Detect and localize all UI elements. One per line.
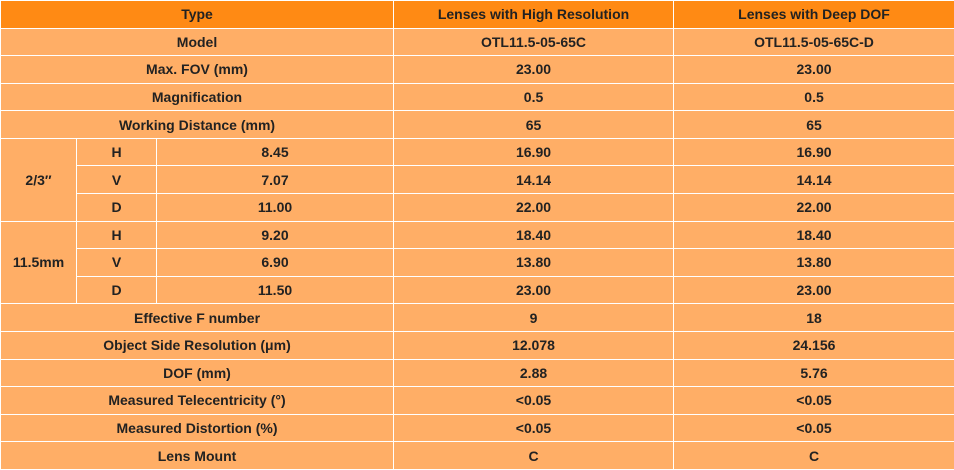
cell-value: 65 bbox=[673, 110, 954, 139]
header-cell: Type bbox=[0, 0, 395, 29]
cell-value: OTL11.5-05-65C bbox=[393, 27, 675, 57]
table-row: Type Lenses with High Resolution Lenses wi… bbox=[0, 0, 954, 29]
table-row: Model OTL11.5-05-65C OTL11.5-05-65C-D bbox=[0, 27, 954, 57]
table-row: Working Distance (mm) 65 65 bbox=[0, 110, 954, 139]
cell-value: 2.88 bbox=[393, 358, 675, 388]
cell-value: 18 bbox=[673, 303, 954, 332]
cell-value: 0.5 bbox=[393, 82, 675, 112]
row-label: Max. FOV (mm) bbox=[0, 55, 395, 84]
table-row: Measured Telecentricity (°) <0.05 <0.05 bbox=[0, 386, 954, 415]
cell-value: OTL11.5-05-65C-D bbox=[673, 27, 954, 57]
row-label: Object Side Resolution (μm) bbox=[0, 330, 395, 360]
cell-value: C bbox=[393, 441, 675, 470]
table-row: D 11.00 22.00 22.00 bbox=[1, 193, 954, 222]
cell-value: 18.40 bbox=[393, 220, 675, 250]
cell-value: 16.90 bbox=[673, 137, 954, 167]
cell-value: 16.90 bbox=[393, 137, 675, 167]
sensor-length: 8.45 bbox=[155, 137, 395, 167]
sensor-length: 6.90 bbox=[155, 248, 395, 277]
cell-value: 22.00 bbox=[393, 193, 675, 222]
row-label: Magnification bbox=[0, 82, 395, 112]
cell-value: 12.078 bbox=[393, 330, 675, 360]
table-row: V 6.90 13.80 13.80 bbox=[1, 248, 954, 277]
table-row: V 7.07 14.14 14.14 bbox=[1, 165, 954, 195]
table-row: 11.5mm H 9.20 18.40 18.40 bbox=[0, 220, 954, 305]
cell-value: 0.5 bbox=[673, 82, 954, 112]
cell-value: <0.05 bbox=[393, 413, 675, 443]
cell-value: 13.80 bbox=[673, 248, 954, 277]
axis-label: H bbox=[76, 137, 157, 167]
sensor-length: 11.50 bbox=[155, 275, 395, 305]
row-label: DOF (mm) bbox=[0, 358, 395, 388]
table-row: Measured Distortion (%) <0.05 <0.05 bbox=[0, 413, 954, 443]
table-row: DOF (mm) 2.88 5.76 bbox=[0, 358, 954, 388]
table-row: D 11.50 23.00 23.00 bbox=[1, 275, 954, 305]
cell-value: <0.05 bbox=[673, 413, 954, 443]
sensor-length: 9.20 bbox=[155, 220, 395, 250]
axis-label: V bbox=[76, 165, 157, 195]
cell-value: 23.00 bbox=[673, 275, 954, 305]
cell-value: 23.00 bbox=[393, 55, 675, 84]
row-label: Working Distance (mm) bbox=[0, 110, 395, 139]
axis-label: V bbox=[76, 248, 157, 277]
cell-value: 23.00 bbox=[393, 275, 675, 305]
cell-value: <0.05 bbox=[673, 386, 954, 415]
cell-value: 23.00 bbox=[673, 55, 954, 84]
cell-value: 14.14 bbox=[673, 165, 954, 195]
cell-value: 13.80 bbox=[393, 248, 675, 277]
header-cell: Lenses with High Resolution bbox=[393, 0, 675, 29]
table-row: Effective F number 9 18 bbox=[0, 303, 954, 332]
table-row: Magnification 0.5 0.5 bbox=[0, 82, 954, 112]
cell-value: 22.00 bbox=[673, 193, 954, 222]
table-row: Lens Mount C C bbox=[0, 441, 954, 470]
cell-value: 5.76 bbox=[673, 358, 954, 388]
axis-label: D bbox=[76, 193, 157, 222]
axis-label: D bbox=[76, 275, 157, 305]
sensor-size: 2/3″ bbox=[0, 137, 77, 222]
cell-value: 14.14 bbox=[393, 165, 675, 195]
row-label: Measured Telecentricity (°) bbox=[0, 386, 395, 415]
cell-value: 65 bbox=[393, 110, 675, 139]
table-row: Max. FOV (mm) 23.00 23.00 bbox=[0, 55, 954, 84]
cell-value: <0.05 bbox=[393, 386, 675, 415]
table-row: 2/3″ H 8.45 16.90 16.90 bbox=[0, 137, 954, 222]
cell-value: 24.156 bbox=[673, 330, 954, 360]
sensor-size: 11.5mm bbox=[0, 220, 77, 305]
row-label: Model bbox=[0, 27, 395, 57]
row-label: Measured Distortion (%) bbox=[0, 413, 395, 443]
cell-value: 18.40 bbox=[673, 220, 954, 250]
axis-label: H bbox=[76, 220, 157, 250]
table-row: Object Side Resolution (μm) 12.078 24.156 bbox=[0, 330, 954, 360]
cell-value: 9 bbox=[393, 303, 675, 332]
header-cell: Lenses with Deep DOF bbox=[673, 0, 954, 29]
row-label: Lens Mount bbox=[0, 441, 395, 470]
cell-value: C bbox=[673, 441, 954, 470]
sensor-length: 11.00 bbox=[155, 193, 395, 222]
sensor-length: 7.07 bbox=[155, 165, 395, 195]
row-label: Effective F number bbox=[0, 303, 395, 332]
